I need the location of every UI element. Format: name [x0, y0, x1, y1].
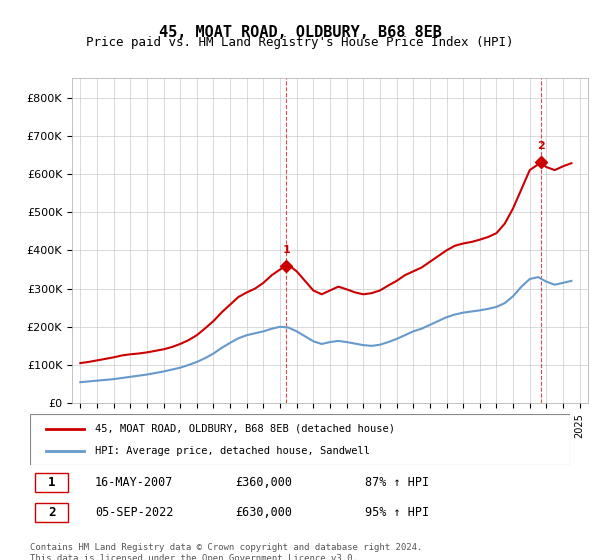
Text: Contains HM Land Registry data © Crown copyright and database right 2024.
This d: Contains HM Land Registry data © Crown c…: [30, 543, 422, 560]
FancyBboxPatch shape: [30, 414, 570, 465]
Text: £360,000: £360,000: [235, 476, 292, 489]
Text: 45, MOAT ROAD, OLDBURY, B68 8EB (detached house): 45, MOAT ROAD, OLDBURY, B68 8EB (detache…: [95, 423, 395, 433]
Text: 05-SEP-2022: 05-SEP-2022: [95, 506, 173, 519]
Text: 87% ↑ HPI: 87% ↑ HPI: [365, 476, 429, 489]
Text: 16-MAY-2007: 16-MAY-2007: [95, 476, 173, 489]
Text: 1: 1: [283, 245, 290, 255]
FancyBboxPatch shape: [35, 503, 68, 521]
Text: £630,000: £630,000: [235, 506, 292, 519]
Text: HPI: Average price, detached house, Sandwell: HPI: Average price, detached house, Sand…: [95, 446, 370, 456]
Text: 95% ↑ HPI: 95% ↑ HPI: [365, 506, 429, 519]
Text: 2: 2: [48, 506, 55, 519]
Text: 1: 1: [48, 476, 55, 489]
Text: 2: 2: [537, 141, 545, 151]
Text: Price paid vs. HM Land Registry's House Price Index (HPI): Price paid vs. HM Land Registry's House …: [86, 36, 514, 49]
FancyBboxPatch shape: [35, 473, 68, 492]
Text: 45, MOAT ROAD, OLDBURY, B68 8EB: 45, MOAT ROAD, OLDBURY, B68 8EB: [158, 25, 442, 40]
